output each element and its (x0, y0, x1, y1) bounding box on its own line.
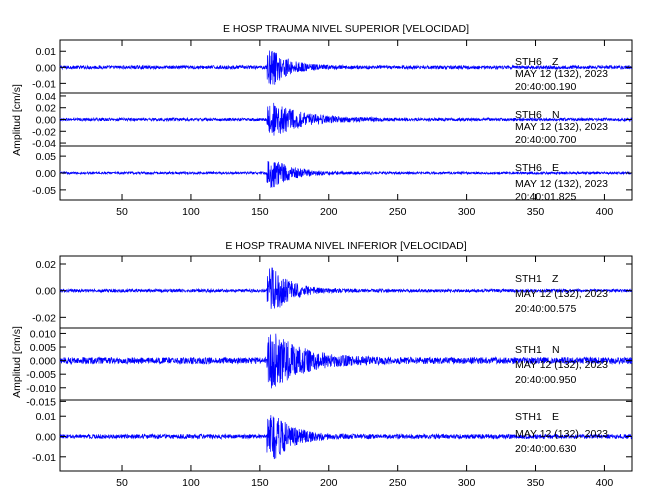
x-tick-label: 400 (596, 206, 614, 218)
station-label: STH6 (515, 162, 542, 174)
chart-title: E HOSP TRAUMA NIVEL INFERIOR [VELOCIDAD] (225, 240, 466, 252)
y-tick-label: 0.00 (36, 286, 57, 298)
waveform-trace (59, 333, 633, 389)
y-tick-label: 0.010 (30, 328, 56, 340)
x-tick-label: 300 (458, 477, 476, 489)
chart-inferior: E HOSP TRAUMA NIVEL INFERIOR [VELOCIDAD]… (11, 240, 633, 489)
y-tick-label: 0.00 (36, 62, 57, 74)
x-axis-ticks: 50 100 150 200 250 300 350 400 (116, 256, 613, 489)
x-tick-label: 100 (182, 206, 200, 218)
y-axis-label: Amplitud [cm/s] (11, 84, 23, 156)
y-tick-label: -0.02 (32, 126, 56, 138)
y-axis-label: Amplitud [cm/s] (11, 326, 23, 398)
station-label: STH6 (515, 109, 542, 121)
x-tick-label: 350 (527, 206, 545, 218)
date-label: MAY 12 (132), 2023 (515, 178, 608, 190)
y-tick-label: 0.00 (36, 432, 57, 444)
trace-panel: 0.040.020.00-0.02-0.04 STH6 N MAY 12 (13… (32, 91, 633, 150)
station-label: STH1 (515, 344, 542, 356)
waveform-trace (59, 267, 633, 309)
y-tick-label: 0.00 (36, 168, 57, 180)
component-label: E (552, 411, 559, 423)
x-tick-label: 200 (320, 206, 338, 218)
date-label: MAY 12 (132), 2023 (515, 121, 608, 133)
trace-panel: 0.010 0.005 0.000-0.005 -0.010-0.015 STH1 N… (26, 327, 633, 408)
trace-panel: 0.010.00-0.01 STH6 Z MAY 12 (132), 2023 … (32, 39, 633, 94)
station-label: STH6 (515, 56, 542, 68)
station-label: STH1 (515, 273, 542, 285)
waveform-trace (59, 415, 633, 460)
x-tick-label: 400 (596, 477, 614, 489)
y-tick-label: -0.010 (26, 383, 56, 395)
y-tick-label: 0.02 (36, 259, 57, 271)
date-label: MAY 12 (132), 2023 (515, 68, 608, 80)
time-label: 20:40:01.825 (515, 191, 576, 203)
date-label: MAY 12 (132), 2023 (515, 359, 608, 371)
y-tick-label: -0.05 (32, 185, 56, 197)
component-label: N (552, 344, 560, 356)
component-label: N (552, 109, 560, 121)
y-ticks: 0.02 0.00 -0.02 (32, 259, 632, 324)
y-tick-label: 0.00 (36, 115, 57, 127)
y-tick-label: -0.005 (26, 369, 56, 381)
waveform-trace (59, 161, 633, 188)
y-tick-label: -0.01 (32, 78, 56, 90)
date-label: MAY 12 (132), 2023 (515, 428, 608, 440)
trace-panel: 0.020.00-0.02 STH1 Z MAY 12 (132), 2023 … (32, 255, 633, 329)
time-label: 20:40:00.630 (515, 443, 576, 455)
time-label: 20:40:00.700 (515, 134, 576, 146)
y-tick-label: 0.04 (36, 91, 57, 103)
x-tick-label: 100 (182, 477, 200, 489)
chart-superior: E HOSP TRAUMA NIVEL SUPERIOR [VELOCIDAD]… (11, 23, 633, 218)
y-tick-label: 0.05 (36, 151, 57, 163)
y-tick-label: 0.01 (36, 46, 57, 58)
y-ticks: 0.040.020.00-0.02-0.04 (32, 91, 632, 150)
y-ticks: 0.05 0.00 -0.05 (32, 151, 632, 197)
x-tick-label: 150 (251, 206, 269, 218)
waveform-trace (59, 102, 633, 136)
y-ticks: 0.01 0.00 -0.01 (32, 411, 632, 464)
y-tick-label: -0.04 (32, 138, 56, 150)
x-tick-label: 150 (251, 477, 269, 489)
y-tick-label: -0.02 (32, 312, 56, 324)
component-label: Z (552, 56, 559, 68)
y-ticks: 0.010 0.005 0.000-0.005 -0.010-0.015 (26, 328, 632, 408)
waveform-trace (59, 50, 633, 85)
date-label: MAY 12 (132), 2023 (515, 288, 608, 300)
trace-panel: 0.050.00-0.05 STH6 E MAY 12 (132), 2023 … (32, 145, 633, 203)
x-tick-label: 300 (458, 206, 476, 218)
time-label: 20:40:00.575 (515, 303, 576, 315)
x-tick-label: 50 (116, 206, 128, 218)
x-tick-label: 350 (527, 477, 545, 489)
y-tick-label: 0.01 (36, 411, 57, 423)
y-tick-label: 0.02 (36, 103, 57, 115)
panel-frame (59, 399, 633, 472)
station-label: STH1 (515, 411, 542, 423)
x-tick-label: 50 (116, 477, 128, 489)
time-label: 20:40:00.190 (515, 81, 576, 93)
x-tick-label: 250 (389, 477, 407, 489)
component-label: Z (552, 273, 559, 285)
y-ticks: 0.01 0.00 -0.01 (32, 46, 632, 90)
y-tick-label: -0.01 (32, 452, 56, 464)
x-tick-label: 200 (320, 477, 338, 489)
x-tick-label: 250 (389, 206, 407, 218)
trace-panel: 0.010.00-0.01 STH1 E MAY 12 (132), 2023 … (32, 399, 633, 472)
time-label: 20:40:00.950 (515, 374, 576, 386)
y-tick-label: -0.015 (26, 396, 56, 408)
y-tick-label: 0.005 (30, 342, 56, 354)
component-label: E (552, 162, 559, 174)
x-axis-ticks: 50 100 150 200 250 300 350 400 (116, 40, 613, 218)
chart-title: E HOSP TRAUMA NIVEL SUPERIOR [VELOCIDAD] (223, 23, 469, 35)
y-tick-label: 0.000 (30, 356, 56, 368)
